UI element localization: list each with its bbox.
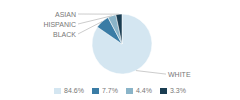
html-text:3.3%: 3.3%: [169, 87, 186, 94]
svg-text:HISPANIC: HISPANIC: [43, 21, 76, 28]
html-text:84.6%: 84.6%: [64, 87, 84, 94]
svg-text:BLACK: BLACK: [53, 31, 76, 38]
html-text:4.4%: 4.4%: [135, 87, 152, 94]
svg-text:ASIAN: ASIAN: [55, 11, 76, 18]
svg-text:WHITE: WHITE: [168, 71, 191, 78]
html-text:7.7%: 7.7%: [102, 87, 118, 94]
